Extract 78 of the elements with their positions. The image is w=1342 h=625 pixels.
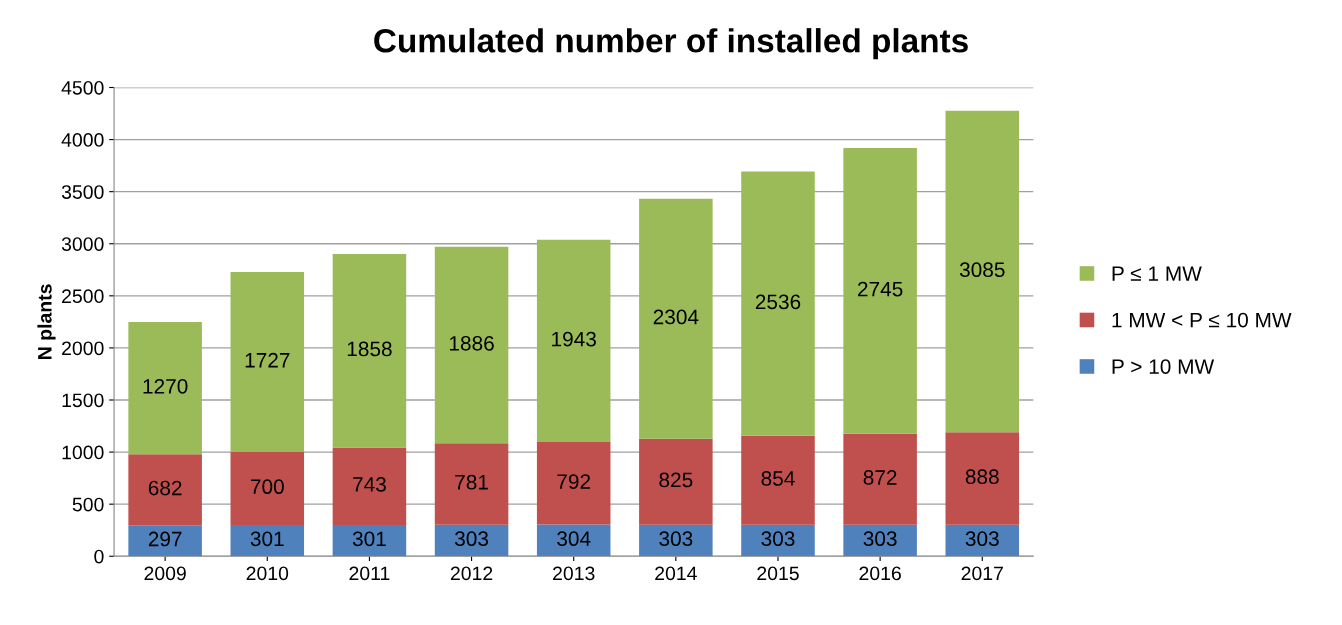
- bar: [332, 253, 407, 448]
- bar: [741, 171, 815, 436]
- x-tick-label: 2013: [553, 566, 595, 581]
- bar: [536, 524, 611, 557]
- bar: [741, 435, 815, 525]
- data-label: 1943: [552, 331, 596, 347]
- bar: [128, 321, 202, 455]
- bar: [230, 524, 305, 557]
- bar: [843, 433, 917, 525]
- data-label: 872: [863, 470, 897, 485]
- bar: [536, 239, 611, 443]
- data-label: 2536: [755, 294, 801, 310]
- bar: [128, 454, 202, 526]
- data-label: 303: [454, 531, 489, 547]
- x-tick-label: 2015: [757, 566, 799, 581]
- bar: [434, 524, 509, 557]
- legend-label: 1 MW < P ≤ 10 MW: [1112, 312, 1292, 328]
- y-tick-label: 3500: [61, 185, 104, 199]
- legend-label: P > 10 MW: [1112, 359, 1215, 374]
- data-label: 743: [353, 477, 386, 492]
- bar: [230, 272, 305, 452]
- x-tick-label: 2017: [961, 566, 1003, 581]
- y-tick-label: 2000: [62, 341, 104, 356]
- y-tick-label: 0: [94, 549, 104, 564]
- x-tick-label: 2012: [450, 566, 493, 581]
- data-label: 1886: [449, 335, 494, 351]
- bar: [945, 432, 1020, 525]
- y-axis-title: N plants: [37, 284, 56, 359]
- y-tick-label: 4000: [61, 133, 104, 147]
- data-label: 1858: [347, 341, 392, 357]
- y-tick-label: 1500: [62, 393, 104, 408]
- bar: [128, 525, 202, 557]
- bar: [230, 451, 305, 525]
- bar: [639, 198, 713, 439]
- x-tick-label: 2010: [246, 566, 289, 581]
- legend-label: P ≤ 1 MW: [1112, 266, 1202, 281]
- y-tick-label: 1000: [62, 445, 104, 460]
- data-label: 297: [148, 531, 182, 547]
- x-tick-label: 2016: [859, 566, 901, 581]
- data-label: 1727: [245, 352, 290, 368]
- y-tick-label: 4500: [61, 80, 104, 95]
- data-label: 1270: [143, 378, 188, 394]
- y-tick-label: 2500: [62, 289, 104, 304]
- bar: [434, 443, 509, 525]
- x-tick-label: 2014: [655, 566, 697, 581]
- data-label: 700: [250, 479, 284, 495]
- data-label: 781: [455, 474, 488, 490]
- x-tick-label: 2011: [349, 566, 390, 581]
- bar: [536, 442, 611, 525]
- data-label: 682: [148, 480, 182, 496]
- data-label: 303: [965, 531, 999, 547]
- bar: [843, 524, 917, 557]
- data-label: 301: [250, 531, 284, 547]
- bar: [332, 524, 407, 557]
- bar: [639, 524, 713, 557]
- data-label: 303: [863, 531, 897, 547]
- bar: [843, 147, 917, 434]
- data-label: 304: [557, 531, 591, 547]
- data-label: 301: [352, 531, 386, 547]
- bar: [332, 447, 407, 525]
- y-tick-label: 3000: [61, 237, 104, 251]
- x-tick-label: 2009: [144, 566, 186, 581]
- bar: [945, 110, 1020, 433]
- data-label: 854: [761, 471, 795, 486]
- data-label: 303: [761, 531, 795, 547]
- chart-title: Cumulated number of installed plants: [374, 28, 968, 60]
- data-label: 3085: [959, 262, 1005, 278]
- data-label: 825: [659, 472, 693, 488]
- data-label: 2304: [653, 309, 699, 325]
- data-label: 303: [659, 531, 693, 547]
- bar: [434, 246, 509, 444]
- data-label: 792: [557, 474, 591, 489]
- bar: [639, 438, 713, 525]
- data-label: 2745: [858, 281, 903, 297]
- bar: [945, 524, 1020, 557]
- y-tick-label: 500: [72, 497, 104, 512]
- data-label: 888: [965, 469, 999, 485]
- bar: [741, 524, 815, 557]
